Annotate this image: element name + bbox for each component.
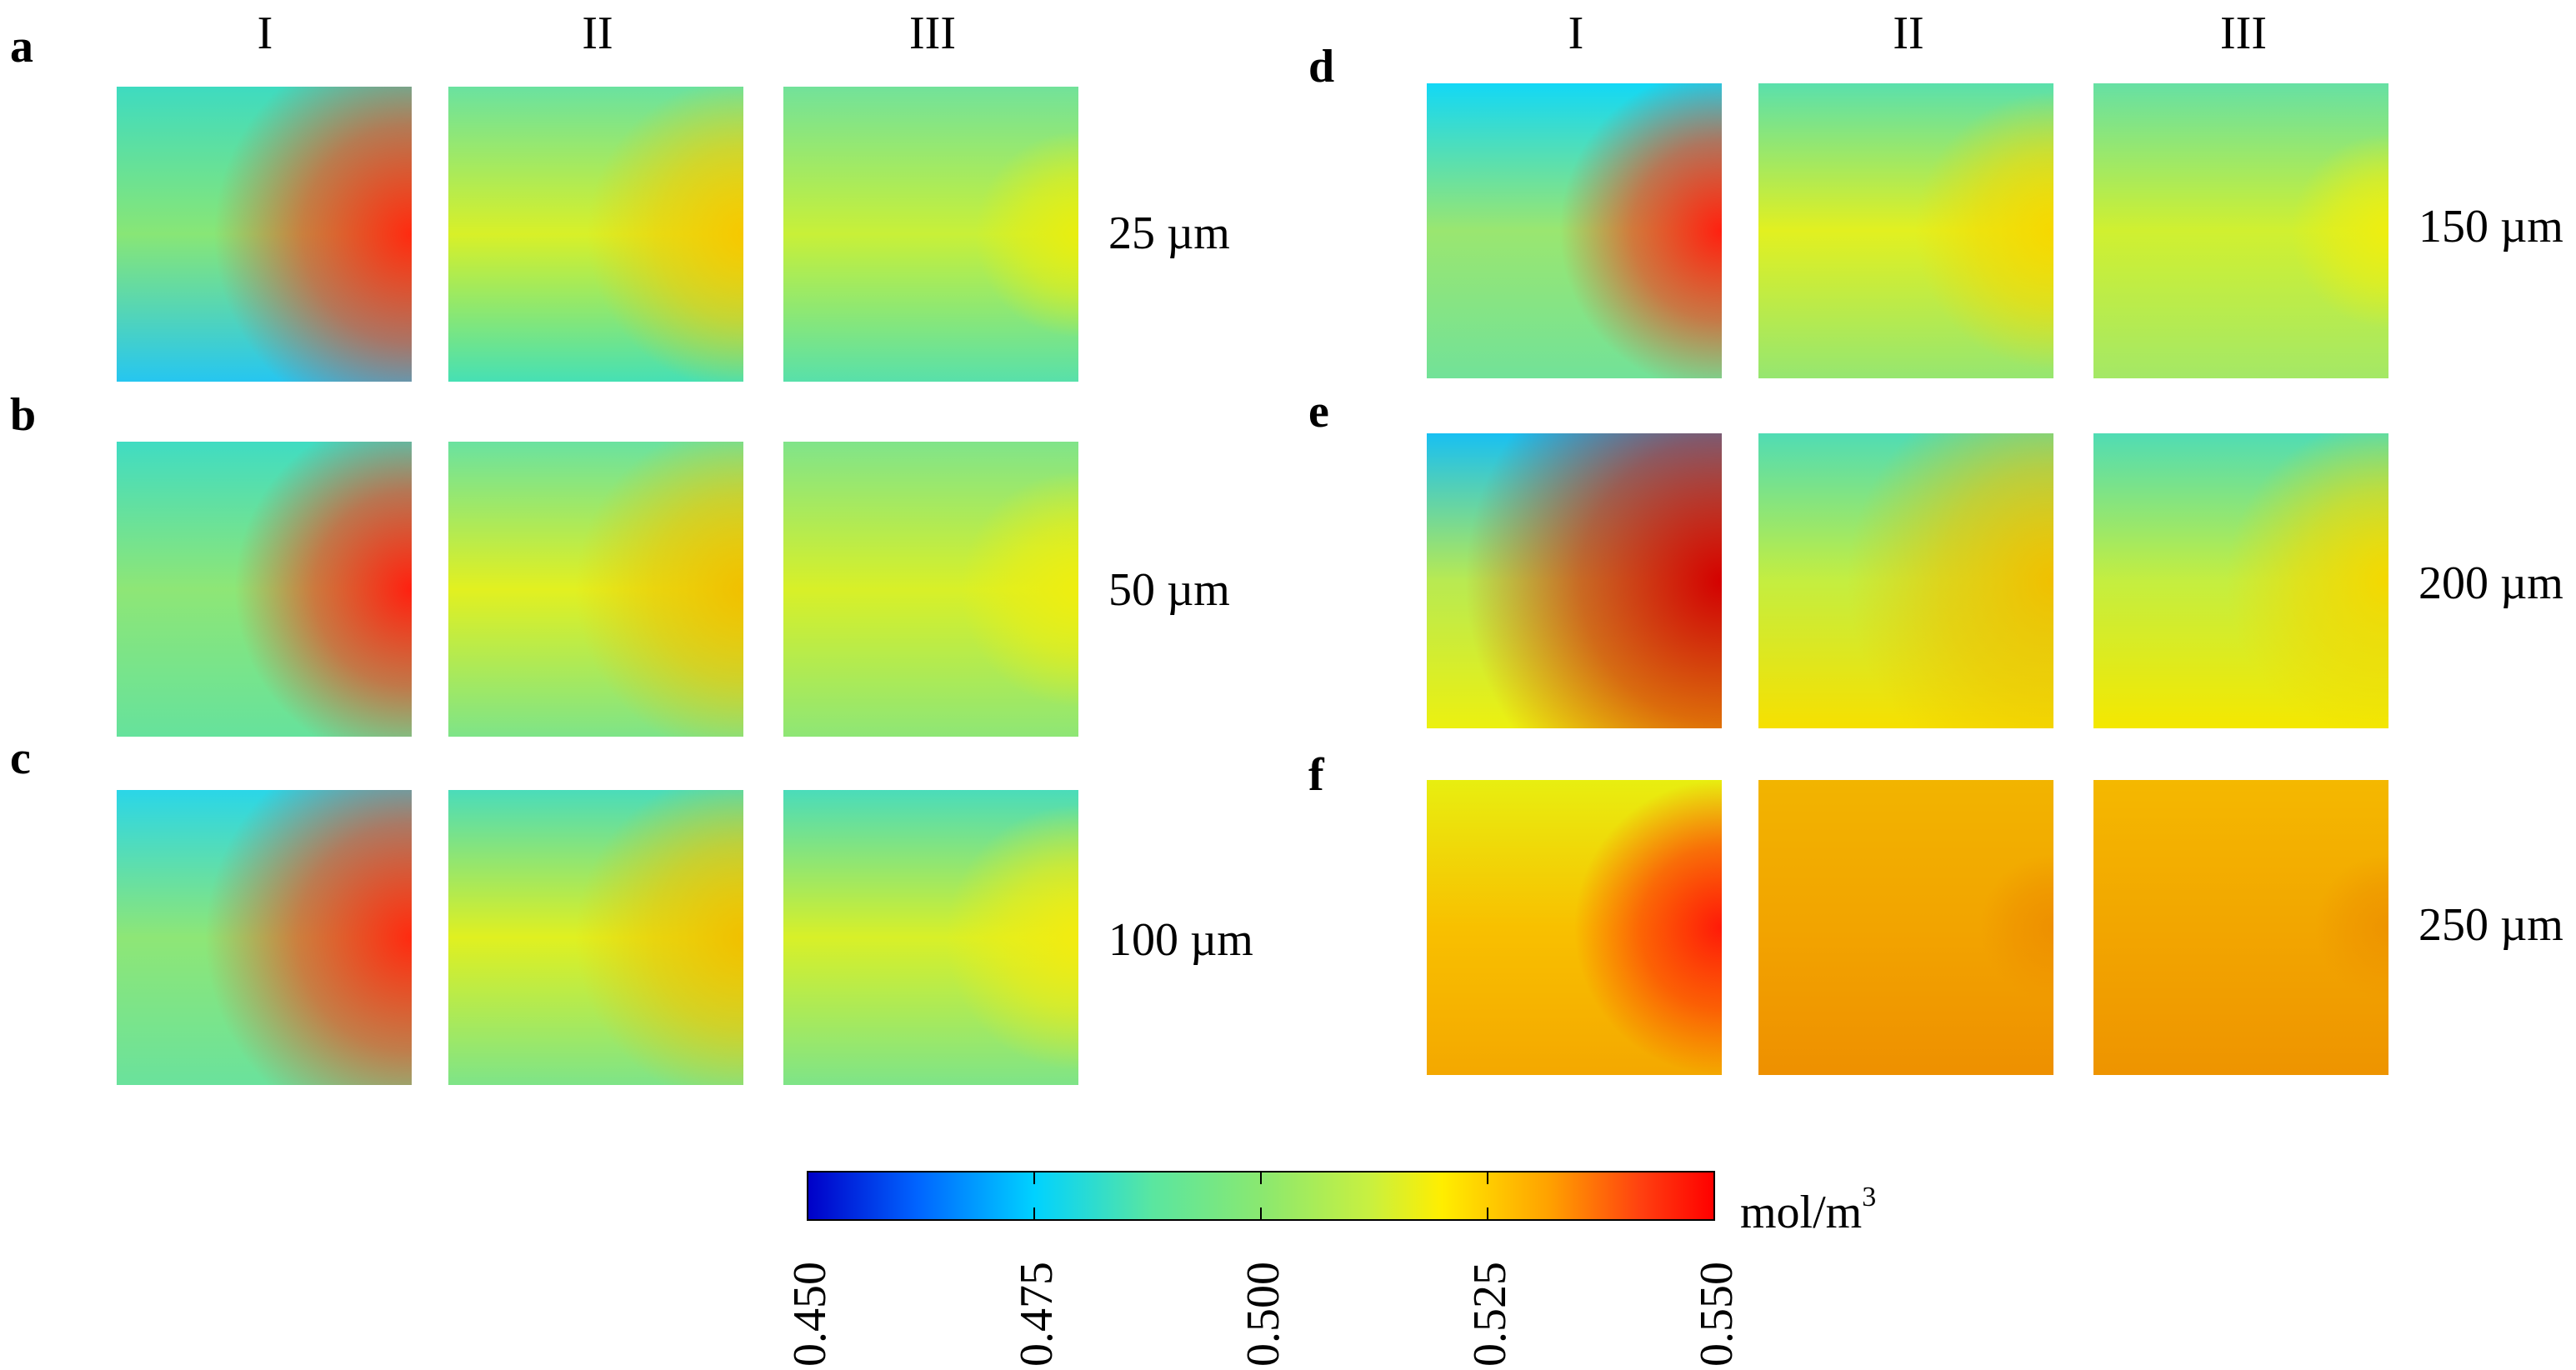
colorbar xyxy=(807,1171,1715,1221)
heatmap-c-II xyxy=(448,790,743,1085)
size-label-b: 50 µm xyxy=(1108,564,1230,616)
heatmap-f-II xyxy=(1758,780,2053,1075)
heatmap-e-II xyxy=(1758,433,2053,728)
colorbar-unit-text: mol/m xyxy=(1740,1187,1863,1238)
colorbar-tick-label-3: 0.525 xyxy=(1464,1262,1516,1367)
colorbar-tick-mark xyxy=(1487,1208,1488,1219)
heatmap-d-I xyxy=(1427,83,1722,378)
colorbar-tick-label-0: 0.450 xyxy=(784,1262,836,1367)
panel-label-c: c xyxy=(10,732,31,784)
colorbar-tick-mark xyxy=(1033,1172,1035,1184)
panel-label-b: b xyxy=(10,389,37,441)
heatmap-e-III xyxy=(2093,433,2388,728)
size-label-d: 150 µm xyxy=(2418,201,2563,252)
heatmap-b-III xyxy=(783,442,1078,737)
column-header-right-II: II xyxy=(1893,8,1924,59)
size-label-f: 250 µm xyxy=(2418,899,2563,951)
heatmap-b-II xyxy=(448,442,743,737)
heatmap-f-I xyxy=(1427,780,1722,1075)
heatmap-d-II xyxy=(1758,83,2053,378)
column-header-left-I: I xyxy=(257,8,273,59)
panel-label-e: e xyxy=(1308,386,1329,438)
colorbar-tick-label-4: 0.550 xyxy=(1691,1262,1743,1367)
colorbar-tick-mark xyxy=(1260,1208,1262,1219)
heatmap-a-I xyxy=(117,87,412,382)
heatmap-d-III xyxy=(2093,83,2388,378)
heatmap-c-III xyxy=(783,790,1078,1085)
heatmap-e-I xyxy=(1427,433,1722,728)
colorbar-unit-exponent: 3 xyxy=(1862,1182,1877,1212)
panel-label-f: f xyxy=(1308,749,1324,801)
colorbar-tick-mark xyxy=(1033,1208,1035,1219)
colorbar-tick-mark xyxy=(1487,1172,1488,1184)
heatmap-c-I xyxy=(117,790,412,1085)
column-header-right-III: III xyxy=(2220,8,2267,59)
column-header-right-I: I xyxy=(1568,8,1584,59)
heatmap-a-II xyxy=(448,87,743,382)
heatmap-b-I xyxy=(117,442,412,737)
panel-label-d: d xyxy=(1308,41,1335,92)
colorbar-unit: mol/m3 xyxy=(1740,1182,1877,1238)
column-header-left-III: III xyxy=(909,8,956,59)
heatmap-a-III xyxy=(783,87,1078,382)
size-label-e: 200 µm xyxy=(2418,558,2563,609)
colorbar-tick-mark xyxy=(1260,1172,1262,1184)
heatmap-f-III xyxy=(2093,780,2388,1075)
column-header-left-II: II xyxy=(582,8,613,59)
size-label-a: 25 µm xyxy=(1108,208,1230,259)
colorbar-tick-label-1: 0.475 xyxy=(1011,1262,1063,1367)
size-label-c: 100 µm xyxy=(1108,914,1253,966)
colorbar-tick-label-2: 0.500 xyxy=(1238,1262,1289,1367)
panel-label-a: a xyxy=(10,21,33,72)
